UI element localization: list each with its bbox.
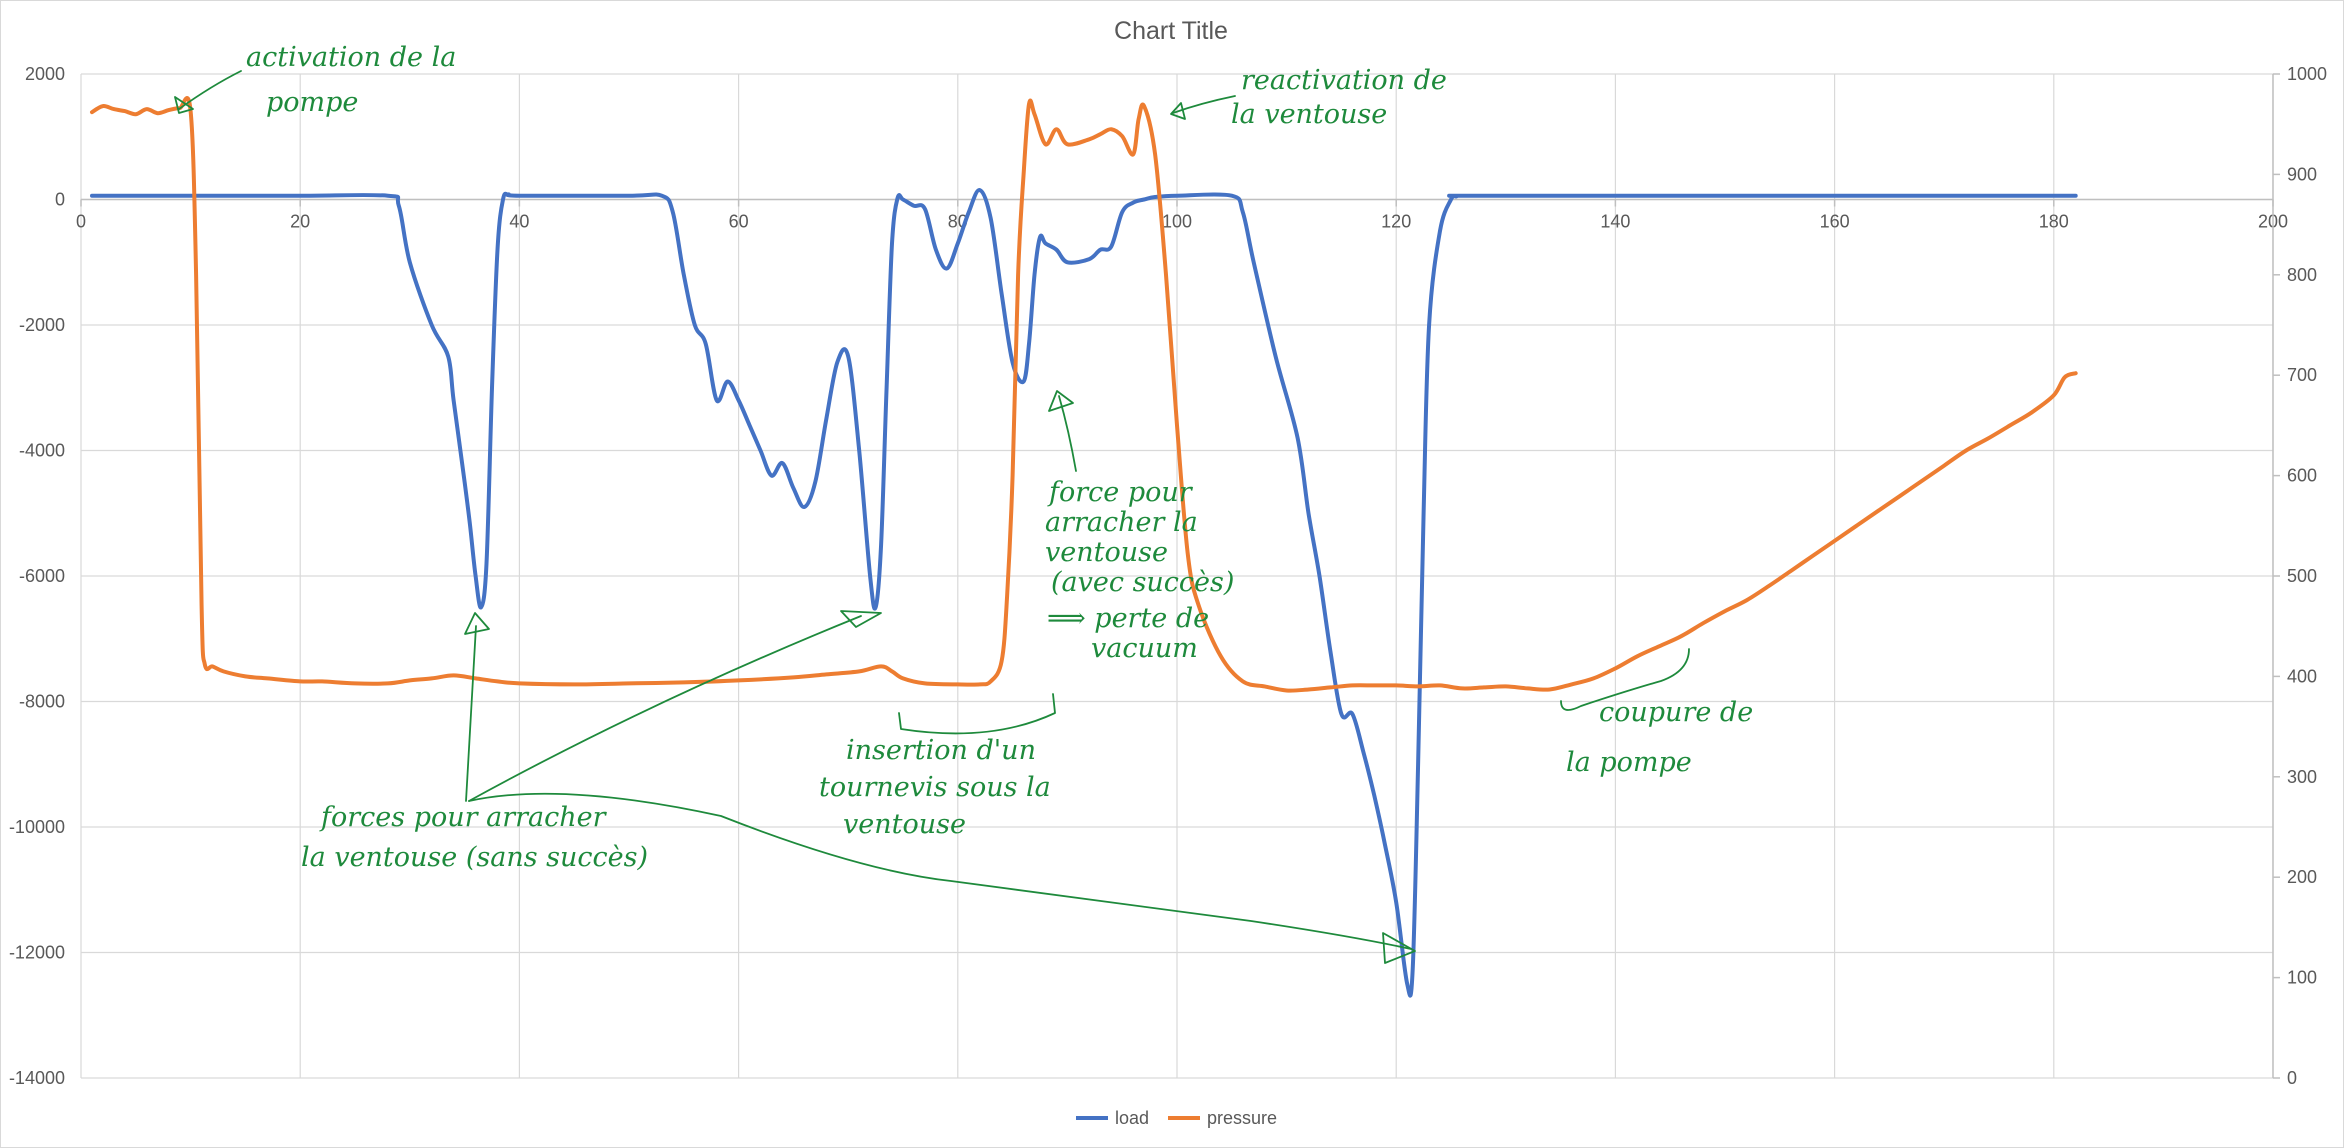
arrowhead-reactivation — [1170, 102, 1186, 120]
note-insertion-line2: tournevis sous la — [819, 772, 1051, 803]
y-right-tick-label: 600 — [2287, 466, 2317, 486]
arrow-forces-fail-2 — [468, 615, 862, 802]
note-activation-line2: pompe — [266, 87, 358, 118]
x-tick-label: 60 — [729, 212, 749, 232]
y-right-tick-label: 800 — [2287, 265, 2317, 285]
x-tick-label: 120 — [1381, 212, 1411, 232]
arrow-activation — [178, 70, 242, 110]
note-force-success-line1: force pour — [1047, 477, 1194, 508]
y-right-tick-label: 500 — [2287, 566, 2317, 586]
y-right-tick-label: 0 — [2287, 1068, 2297, 1088]
y-left-tick-label: 0 — [55, 190, 65, 210]
arrow-force-success — [1058, 395, 1077, 472]
y-right-tick-label: 400 — [2287, 666, 2317, 686]
arrowhead-forces-fail-2 — [840, 610, 882, 628]
y-left-tick-label: -14000 — [9, 1068, 65, 1088]
y-left-tick-label: -2000 — [19, 315, 65, 335]
x-tick-label: 140 — [1600, 212, 1630, 232]
annotations: activation de la pompe reactivation de l… — [174, 42, 1753, 964]
note-force-success-line2: arracher la — [1045, 507, 1198, 538]
y-left-tick-label: 2000 — [25, 64, 65, 84]
chart-title: Chart Title — [1114, 17, 1228, 45]
y-right-tick-label: 100 — [2287, 968, 2317, 988]
arrowhead-forces-fail-3 — [1382, 932, 1416, 964]
y-right-tick-label: 900 — [2287, 164, 2317, 184]
arrow-forces-fail-1 — [465, 625, 477, 802]
note-activation-line1: activation de la — [246, 42, 456, 73]
x-tick-label: 160 — [1820, 212, 1850, 232]
x-tick-label: 100 — [1162, 212, 1192, 232]
arrowhead-activation — [174, 96, 194, 114]
bracket-coupure — [1560, 648, 1690, 711]
note-insertion-line3: ventouse — [843, 809, 966, 840]
y-left-tick-label: -10000 — [9, 817, 65, 837]
legend: load pressure — [1076, 1108, 1277, 1128]
y-right-tick-label: 1000 — [2287, 64, 2327, 84]
note-coupure-line2: la pompe — [1566, 747, 1692, 778]
x-tick-label: 20 — [290, 212, 310, 232]
arrow-reactivation — [1172, 95, 1236, 114]
y-left-tick-label: -6000 — [19, 566, 65, 586]
note-reactivation-line2: la ventouse — [1231, 99, 1387, 130]
y-right-tick-label: 200 — [2287, 867, 2317, 887]
axes: 20000-2000-4000-6000-8000-10000-12000-14… — [9, 64, 2327, 1088]
note-force-success-line3: ventouse — [1045, 537, 1168, 568]
legend-label-pressure: pressure — [1207, 1108, 1277, 1128]
note-force-success-line6: vacuum — [1091, 633, 1198, 664]
series-lines — [90, 96, 2078, 998]
y-right-tick-label: 300 — [2287, 767, 2317, 787]
arrowhead-forces-fail-1 — [464, 612, 490, 635]
x-tick-label: 40 — [509, 212, 529, 232]
arrow-forces-fail-3 — [468, 792, 1412, 950]
x-tick-label: 180 — [2039, 212, 2069, 232]
note-forces-fail-line2: la ventouse (sans succès) — [301, 842, 648, 873]
note-coupure-line1: coupure de — [1599, 697, 1753, 728]
series-line-load — [90, 188, 2078, 998]
x-tick-label: 0 — [76, 212, 86, 232]
bracket-insertion — [898, 693, 1056, 735]
y-right-tick-label: 700 — [2287, 365, 2317, 385]
note-reactivation-line1: reactivation de — [1241, 65, 1447, 96]
legend-label-load: load — [1115, 1108, 1149, 1128]
note-insertion-line1: insertion d'un — [846, 735, 1036, 766]
arrowhead-force-success — [1048, 390, 1074, 412]
note-force-success-line4: (avec succès) — [1051, 567, 1234, 598]
y-left-tick-label: -12000 — [9, 943, 65, 963]
series-line-pressure — [90, 96, 2078, 693]
grid — [80, 73, 2274, 1079]
note-force-success-line5: ⟹ perte de — [1047, 603, 1209, 634]
note-forces-fail-line1: forces pour arracher — [319, 802, 608, 833]
y-left-tick-label: -4000 — [19, 441, 65, 461]
y-left-tick-label: -8000 — [19, 692, 65, 712]
